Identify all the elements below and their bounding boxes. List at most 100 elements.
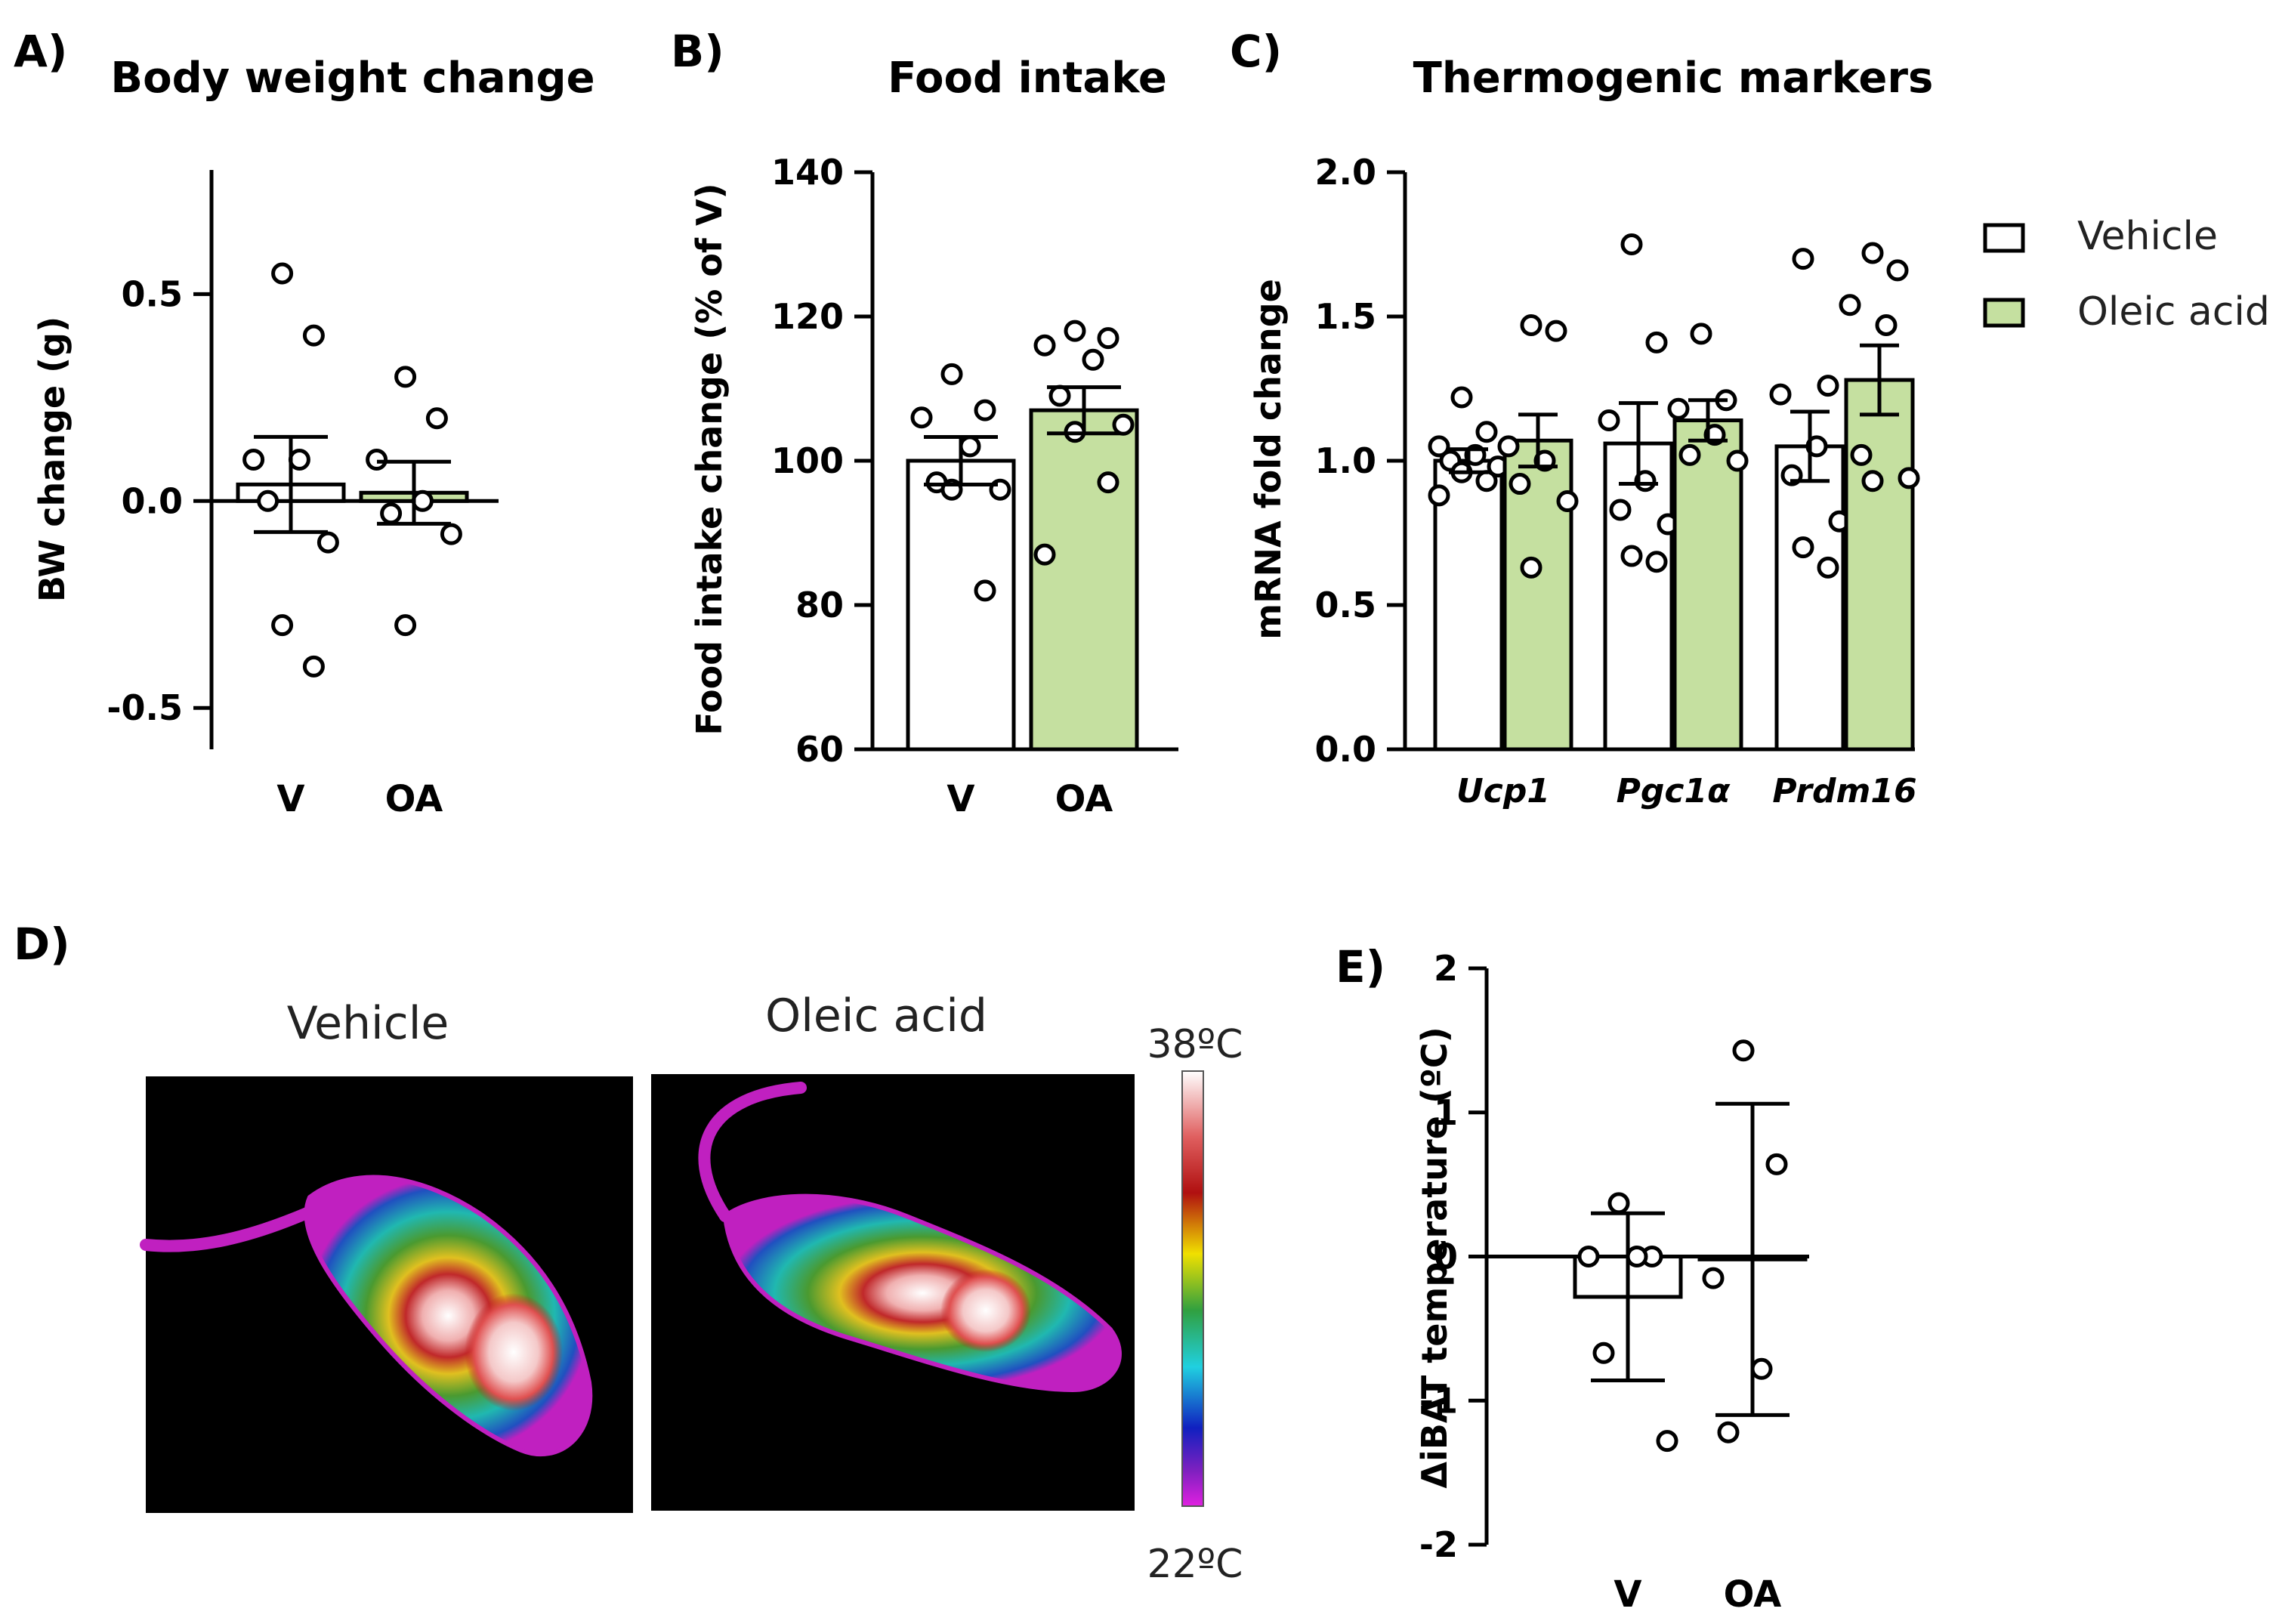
bar-OA-point-6 [394, 614, 417, 637]
y-tick-label-3: 1.5 [1315, 296, 1377, 337]
bar-Ucp1-vehicle-point-7 [1475, 470, 1498, 492]
bar-V-point-7 [302, 655, 325, 678]
bar-Ucp1-vehicle-point-8 [1428, 484, 1450, 507]
bar-Ucp1-vehicle-point-2 [1428, 435, 1450, 458]
bar-Prdm16-oleic-point-4 [1850, 443, 1873, 466]
legend-swatch-oleic [1983, 298, 2025, 328]
panel-letter-b: B) [671, 26, 724, 77]
y-tick-label-3: 120 [771, 296, 844, 337]
rat-tail-vehicle [140, 1203, 323, 1252]
thermal-scale-max: 38ºC [1147, 1022, 1243, 1067]
bar-OA-point-1 [425, 407, 448, 430]
y-tick-label-1: 80 [795, 585, 844, 625]
chart-b: 60 80 100 120 140 V OA [771, 152, 1178, 820]
bar-Pgc1α-oleic-point-0 [1690, 323, 1712, 345]
legend-swatch-vehicle [1983, 223, 2025, 253]
x-tick-label-V: V [1614, 1573, 1641, 1616]
bar-OA-point-8 [1033, 543, 1056, 566]
bar-OA-point-3 [411, 489, 434, 512]
y-tick-label-1: -1 [1419, 1380, 1458, 1421]
bar-V-point-5 [1656, 1430, 1678, 1453]
bar-Pgc1α-vehicle [1603, 441, 1674, 752]
thermal-vehicle-label: Vehicle [287, 997, 449, 1050]
bar-OA-point-0 [394, 366, 417, 388]
bar-OA-point-0 [1064, 320, 1086, 342]
bar-Pgc1α-oleic-point-4 [1678, 443, 1701, 466]
chart-c-title: Thermogenic markers [1413, 54, 1934, 103]
thermal-image-vehicle [140, 1076, 633, 1513]
y-tick-label-1: 0.0 [122, 480, 184, 521]
thermal-oleic-label: Oleic acid [765, 990, 987, 1042]
rat-tail-oleic [698, 1082, 807, 1222]
hot-spot-oleic [940, 1269, 1031, 1352]
chart-e-ylabel: ΔiBAT temperature (ºC) [1414, 1027, 1455, 1488]
bar-OA-point-5 [440, 523, 462, 545]
bar-Prdm16-vehicle-point-6 [1792, 536, 1814, 559]
bar-Pgc1α-oleic-point-2 [1667, 397, 1690, 420]
bar-OA-point-1 [1097, 327, 1119, 350]
bar-OA-point-4 [1048, 384, 1071, 407]
y-tick-label-0: 60 [795, 729, 844, 770]
chart-c-ylabel: mRNA fold change [1248, 279, 1289, 640]
bar-OA-point-0 [1732, 1039, 1755, 1062]
x-tick-label-OA: OA [1055, 778, 1113, 820]
y-tick-label-2: 0 [1434, 1237, 1458, 1277]
bar-OA-point-3 [1750, 1357, 1773, 1380]
bar-Ucp1-vehicle [1433, 458, 1504, 752]
thermal-scale-min: 22ºC [1147, 1542, 1243, 1587]
y-tick-label-1: 0.5 [1315, 585, 1377, 625]
panel-letter-d: D) [14, 919, 70, 970]
bar-Pgc1α-vehicle-point-4 [1609, 499, 1632, 521]
bar-Ucp1-vehicle-point-0 [1450, 386, 1473, 409]
bar-Prdm16-vehicle-point-1 [1817, 375, 1839, 397]
bar-Ucp1-vehicle-point-1 [1475, 421, 1498, 443]
chart-c-legend: Vehicle Oleic acid [1983, 214, 2270, 335]
bar-Pgc1α-vehicle-point-0 [1620, 233, 1643, 255]
bar-V-point-1 [302, 324, 325, 347]
bar-Prdm16-vehicle-point-2 [1769, 383, 1792, 406]
bar-V-point-3 [1626, 1246, 1648, 1267]
bar-V-point-4 [1592, 1341, 1615, 1364]
x-tick-label-OA: OA [1724, 1573, 1782, 1616]
bar-Prdm16-vehicle-point-3 [1805, 435, 1828, 458]
x-tick-label-0: Ucp1 [1456, 772, 1550, 810]
bar-V-point-2 [910, 406, 933, 429]
x-tick-label-V: V [276, 778, 304, 820]
bar-V [906, 458, 1016, 752]
chart-a-ylabel: BW change (g) [32, 316, 73, 602]
bar-OA-point-2 [1033, 334, 1056, 357]
bar-V-point-6 [271, 614, 294, 637]
chart-b-title: Food intake [888, 54, 1167, 103]
bar-Ucp1-oleic-point-6 [1520, 556, 1542, 579]
y-tick-label-0: 0.0 [1315, 729, 1377, 770]
bar-OA-point-5 [1112, 413, 1135, 436]
bar-Pgc1α-oleic-point-5 [1726, 449, 1749, 472]
thermal-image-oleic [651, 1074, 1135, 1511]
bar-V-point-3 [288, 449, 310, 471]
thermal-scale: 38ºC 22ºC [1147, 1022, 1243, 1587]
bar-Pgc1α-vehicle-point-6 [1620, 545, 1643, 567]
bar-OA-point-3 [1082, 348, 1104, 371]
bar-OA-point-4 [1717, 1421, 1740, 1443]
bar-Prdm16-vehicle-point-7 [1817, 556, 1839, 579]
bar-Prdm16-oleic [1844, 378, 1915, 752]
bar-V-point-7 [974, 579, 996, 602]
y-tick-label-0: -0.5 [107, 687, 183, 728]
y-tick-label-3: 1 [1434, 1092, 1458, 1133]
bar-V-point-5 [317, 531, 339, 554]
y-tick-label-0: -2 [1419, 1524, 1458, 1565]
rat-body-oleic [722, 1193, 1122, 1393]
bar-Ucp1-oleic-point-1 [1545, 320, 1567, 342]
legend-label-oleic: Oleic acid [2077, 289, 2270, 335]
bar-V-point-3 [959, 435, 981, 458]
bar-V-point-0 [271, 262, 294, 285]
bar-V-point-2 [1577, 1246, 1600, 1267]
bar-V-point-2 [242, 449, 265, 471]
bar-V-point-0 [940, 363, 963, 385]
bar-Prdm16-vehicle-point-0 [1792, 248, 1814, 270]
bar-Prdm16-vehicle [1774, 444, 1845, 752]
panel-letter-a: A) [14, 26, 67, 77]
bar-V-point-1 [974, 399, 996, 421]
x-tick-label-OA: OA [385, 778, 443, 820]
bar-Prdm16-oleic-point-6 [1861, 470, 1884, 492]
